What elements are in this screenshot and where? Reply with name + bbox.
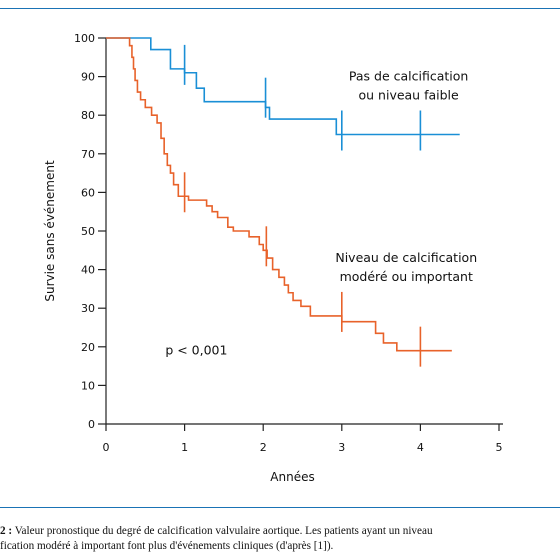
annotation-line: p < 0,001 [165,343,227,358]
series-line-2 [106,37,452,352]
y-tick-label: 70 [81,148,95,161]
annotation-line: Niveau de calcification [335,250,477,265]
caption-text-1: Valeur pronostique du degré de calcifica… [12,525,433,537]
caption-line-1: 2 : Valeur pronostique du degré de calci… [0,524,560,539]
y-tick-label: 40 [81,264,95,277]
annotation-line: modéré ou important [340,269,473,284]
y-tick-label: 100 [74,32,95,45]
y-tick-label: 30 [81,302,95,315]
x-tick-label: 1 [181,441,188,454]
annotation-2: Niveau de calcification modéré ou importa… [335,250,477,284]
caption-figure-number: 2 : [0,525,13,537]
x-tick-label: 3 [338,441,345,454]
y-tick-label: 50 [81,225,95,238]
y-tick-label: 60 [81,186,95,199]
x-axis-title: Années [270,470,314,484]
annotation-line: ou niveau faible [359,87,460,102]
survival-chart: 0 10 20 30 40 50 60 70 80 90 100 0 1 2 3 4 5 Années Survie… [43,32,503,484]
x-tick-label: 0 [103,441,110,454]
annotation-line: Pas de calcification [349,68,468,83]
y-tick-label: 80 [81,109,95,122]
y-tick-label: 0 [88,418,95,431]
y-tick-label: 10 [81,379,95,392]
x-tick-label: 5 [496,441,503,454]
x-tick-label: 4 [417,441,424,454]
caption-line-2: fication modéré à important font plus d'… [0,540,334,552]
x-tick-label: 2 [260,441,267,454]
y-tick-label: 20 [81,341,95,354]
y-axis-title: Survie sans événement [43,160,57,302]
figure-caption: 2 : Valeur pronostique du degré de calci… [0,524,560,554]
annotation-1: Pas de calcification ou niveau faible [349,68,468,102]
annotation-3: p < 0,001 [165,343,227,358]
series-line-1 [106,37,460,136]
figure-panel [0,8,560,508]
y-tick-label: 90 [81,71,95,84]
